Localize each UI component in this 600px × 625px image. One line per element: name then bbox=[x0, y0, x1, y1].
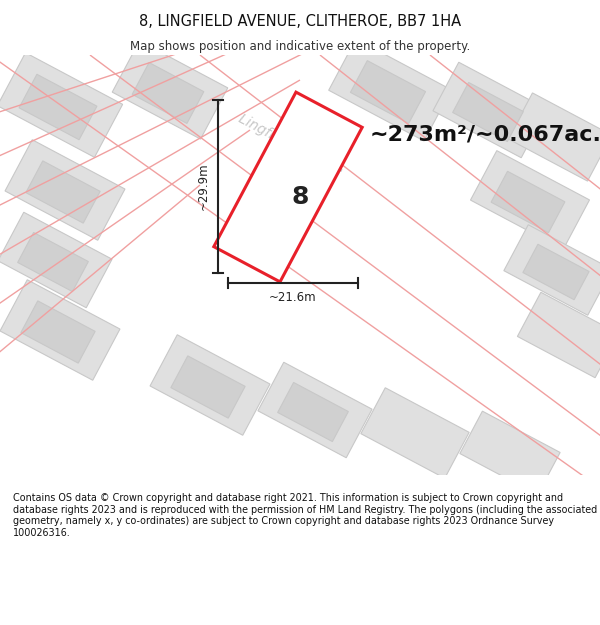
Text: ~273m²/~0.067ac.: ~273m²/~0.067ac. bbox=[370, 125, 600, 145]
Polygon shape bbox=[433, 62, 547, 158]
Polygon shape bbox=[278, 382, 349, 442]
Text: ~29.9m: ~29.9m bbox=[197, 162, 210, 210]
Polygon shape bbox=[508, 93, 600, 181]
Polygon shape bbox=[491, 171, 565, 232]
Polygon shape bbox=[30, 145, 520, 320]
Polygon shape bbox=[19, 74, 97, 140]
Polygon shape bbox=[329, 39, 451, 141]
Polygon shape bbox=[112, 41, 228, 139]
Text: 8, LINGFIELD AVENUE, CLITHEROE, BB7 1HA: 8, LINGFIELD AVENUE, CLITHEROE, BB7 1HA bbox=[139, 14, 461, 29]
Polygon shape bbox=[21, 301, 95, 363]
Text: ~21.6m: ~21.6m bbox=[269, 291, 317, 304]
Polygon shape bbox=[214, 92, 362, 282]
Polygon shape bbox=[171, 356, 245, 418]
Text: Lingfield Avenue: Lingfield Avenue bbox=[236, 112, 344, 178]
Polygon shape bbox=[0, 52, 122, 158]
Polygon shape bbox=[150, 335, 270, 435]
Polygon shape bbox=[460, 411, 560, 495]
Polygon shape bbox=[26, 161, 100, 223]
Polygon shape bbox=[258, 362, 372, 458]
Polygon shape bbox=[523, 244, 589, 300]
Polygon shape bbox=[504, 225, 600, 315]
Polygon shape bbox=[470, 151, 589, 249]
Polygon shape bbox=[0, 280, 120, 380]
Text: Map shows position and indicative extent of the property.: Map shows position and indicative extent… bbox=[130, 39, 470, 52]
Polygon shape bbox=[132, 62, 204, 124]
Polygon shape bbox=[350, 61, 425, 123]
Polygon shape bbox=[361, 388, 469, 478]
Polygon shape bbox=[17, 232, 88, 292]
Polygon shape bbox=[452, 82, 523, 142]
Text: 8: 8 bbox=[292, 185, 308, 209]
Polygon shape bbox=[0, 213, 112, 308]
Polygon shape bbox=[517, 292, 600, 378]
Text: Contains OS data © Crown copyright and database right 2021. This information is : Contains OS data © Crown copyright and d… bbox=[13, 493, 598, 538]
Polygon shape bbox=[5, 140, 125, 240]
